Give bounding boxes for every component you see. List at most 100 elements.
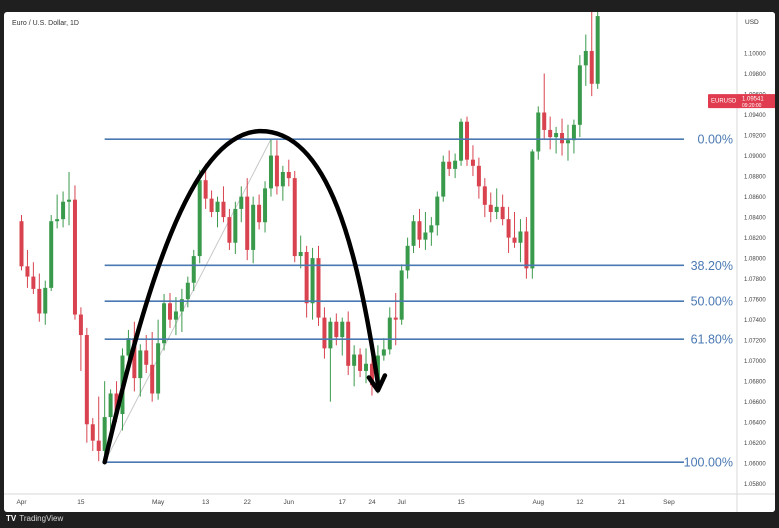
fib-label-bg <box>685 256 735 273</box>
candle-body-up <box>328 321 333 349</box>
candle-body-down <box>132 338 137 379</box>
candle-body-down <box>548 129 553 138</box>
candle-body-up <box>536 112 541 152</box>
candle-body-up <box>298 251 303 257</box>
candle-body-up <box>530 151 535 269</box>
candle-body-down <box>447 161 452 169</box>
candle-body-up <box>453 160 458 169</box>
candle-body-down <box>322 317 327 349</box>
tradingview-brand: TV TradingView <box>6 514 63 523</box>
chart-panel: USD1.100001.098001.096001.094001.092001.… <box>4 12 775 512</box>
candle-body-down <box>476 165 481 187</box>
y-tick-label: 1.07000 <box>744 359 766 365</box>
y-tick-label: 1.09800 <box>744 72 766 78</box>
candle-body-down <box>488 204 493 212</box>
candle-body-down <box>470 159 475 166</box>
brand-name: TradingView <box>19 514 64 523</box>
candle-body-up <box>268 155 273 189</box>
fib-level-label: 38.20% <box>691 259 733 273</box>
candle-body-up <box>49 221 54 288</box>
price-tag-symbol-bg <box>708 94 740 109</box>
candle-body-up <box>364 363 369 371</box>
candle-body-down <box>72 199 77 315</box>
candle-body-up <box>43 287 48 314</box>
x-tick-label: 15 <box>457 499 465 506</box>
y-tick-label: 1.06400 <box>744 421 766 427</box>
x-tick-label: 15 <box>77 499 85 506</box>
x-tick-label: 17 <box>339 499 347 506</box>
candlestick-chart[interactable]: USD1.100001.098001.096001.094001.092001.… <box>4 12 775 512</box>
arc-curve <box>102 128 381 465</box>
candle-body-up <box>215 201 220 212</box>
fib-label-bg <box>685 330 735 347</box>
candle-body-up <box>67 199 72 202</box>
y-tick-label: 1.06600 <box>744 400 766 406</box>
candle-body-down <box>482 186 487 205</box>
candle-body-down <box>334 321 339 338</box>
candle-body-up <box>61 201 66 220</box>
candle-body-down <box>209 198 214 212</box>
candle-body-down <box>358 354 363 371</box>
candle-body-down <box>78 314 83 336</box>
x-tick-label: May <box>152 499 165 506</box>
candle-body-up <box>340 321 345 338</box>
candle-body-up <box>138 350 143 379</box>
x-tick-label: 24 <box>368 499 376 506</box>
fib-level-label: 0.00% <box>698 133 733 147</box>
candle-body-down <box>542 112 547 130</box>
y-tick-label: 1.08600 <box>744 195 766 201</box>
candle-body-down <box>203 180 208 199</box>
price-tag-bg <box>738 94 775 109</box>
candle-body-down <box>512 237 517 243</box>
candle-body-up <box>263 188 268 223</box>
candle-body-up <box>554 133 559 138</box>
fib-label-bg <box>685 453 735 470</box>
candle-body-up <box>126 338 131 356</box>
candle-body-up <box>310 258 315 304</box>
y-tick-label: 1.06200 <box>744 441 766 447</box>
candle-body-down <box>90 424 95 441</box>
candle-body-down <box>25 266 30 277</box>
candle-body-up <box>233 208 238 243</box>
candle-body-down <box>316 258 321 318</box>
candle-body-up <box>162 303 167 344</box>
candle-body-up <box>571 124 576 141</box>
y-tick-label: 1.08000 <box>744 257 766 263</box>
candle-body-down <box>560 133 565 144</box>
fib-label-bg <box>685 292 735 309</box>
candle-body-up <box>102 417 107 451</box>
candle-body-down <box>96 440 101 451</box>
price-tag-value: 1.09541 <box>742 97 764 103</box>
price-tag-countdown: 09:20:00 <box>742 103 762 109</box>
candle-body-up <box>494 206 499 212</box>
y-tick-label: 1.09400 <box>744 113 766 119</box>
candle-body-up <box>411 221 416 246</box>
candle-body-down <box>221 201 226 218</box>
candle-body-up <box>381 349 386 356</box>
candle-body-down <box>524 231 529 269</box>
candle-body-down <box>304 251 309 304</box>
candle-body-up <box>441 161 446 197</box>
x-tick-label: Sep <box>663 499 675 506</box>
candle-body-up <box>429 225 434 233</box>
candle-body-up <box>239 196 244 209</box>
y-tick-label: 1.06000 <box>744 462 766 468</box>
x-tick-label: 12 <box>576 499 584 506</box>
candle-body-up <box>595 16 600 84</box>
candle-body-down <box>506 219 511 238</box>
symbol-title: Euro / U.S. Dollar, 1D <box>12 20 79 27</box>
candle-body-down <box>150 364 155 394</box>
candle-body-down <box>144 350 149 365</box>
y-tick-label: 1.07200 <box>744 339 766 345</box>
price-tag-symbol: EURUSD <box>711 99 737 105</box>
candle-body-down <box>257 204 262 223</box>
candle-body-down <box>37 288 42 314</box>
candle-body-down <box>274 155 279 187</box>
candle-body-down <box>346 321 351 366</box>
fib-level-label: 100.00% <box>684 456 733 470</box>
candle-body-down <box>31 276 36 289</box>
candle-body-down <box>465 121 469 160</box>
candle-body-down <box>369 363 374 386</box>
candle-body-up <box>280 171 285 187</box>
fib-level-label: 50.00% <box>691 295 733 309</box>
